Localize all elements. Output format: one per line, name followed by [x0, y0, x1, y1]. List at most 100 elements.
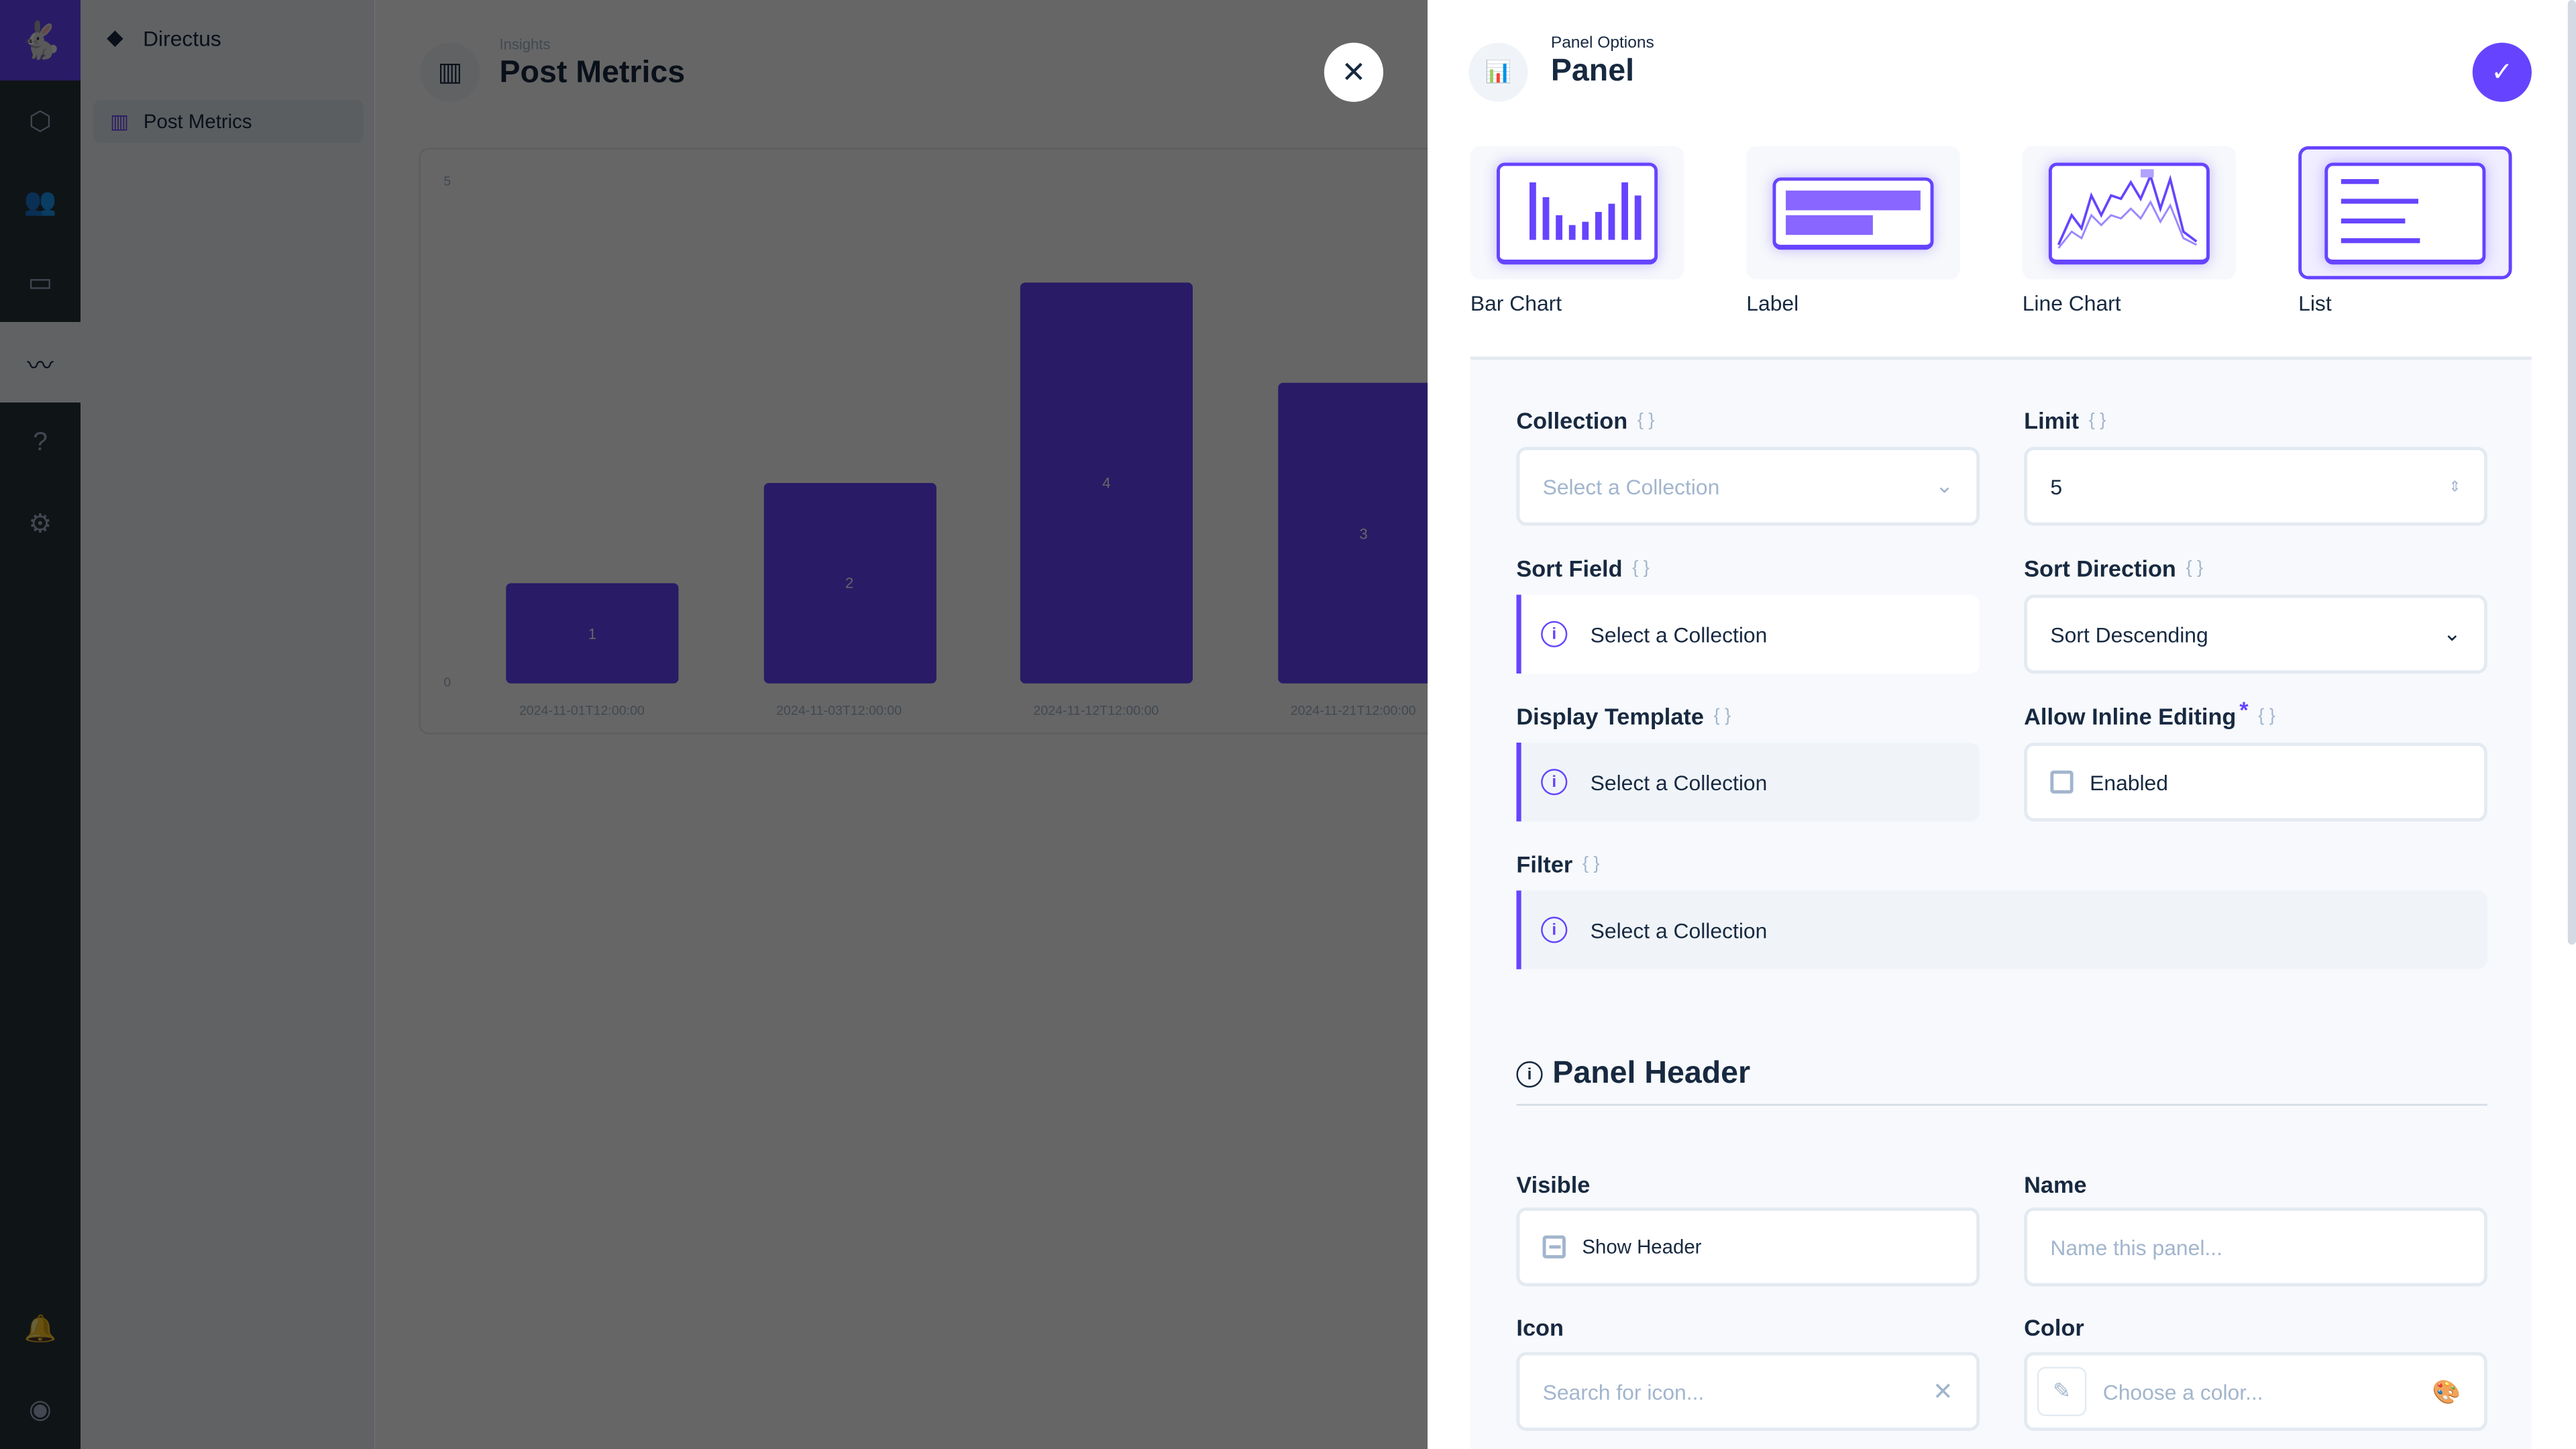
files-icon[interactable]: ▭: [28, 268, 53, 297]
project-name[interactable]: ◆ Directus: [107, 25, 221, 51]
panel-header-section: i Panel Header: [1516, 1057, 1750, 1093]
color-label: Color: [2024, 1314, 2084, 1341]
bar[interactable]: 3: [1277, 382, 1428, 684]
filter-label: Filter{ }: [1516, 851, 1600, 877]
panel-icon: 📊: [1468, 42, 1528, 102]
dashboard-icon: ▥: [420, 42, 480, 102]
illustration-bar: [1529, 182, 1536, 239]
list-illustration: [2324, 162, 2486, 264]
module-bar: 🐇 ⬡ 👥 ▭ 〰 ? ⚙ 🔔 ◉: [0, 0, 81, 1449]
type-label: Line Chart: [2022, 290, 2121, 316]
close-icon: ✕: [1341, 55, 1366, 89]
inline-editing-label: Allow Inline Editing *{ }: [2024, 696, 2275, 730]
chevron-down-icon: ⌄: [2443, 621, 2461, 646]
illustration-bar: [1582, 221, 1589, 239]
help-icon[interactable]: ?: [33, 427, 48, 456]
checkbox-icon: [2050, 770, 2074, 794]
save-button[interactable]: ✓: [2472, 42, 2532, 102]
illustration-bar: [1568, 224, 1576, 239]
type-label: Bar Chart: [1470, 290, 1562, 316]
filter-notice: i Select a Collection: [1516, 890, 2487, 969]
display-template-label: Display Template{ }: [1516, 703, 1731, 730]
close-button[interactable]: ✕: [1324, 42, 1384, 102]
display-template-notice: i Select a Collection: [1516, 742, 1980, 822]
navigation-panel: ◆ Directus ▥ Post Metrics: [80, 0, 375, 1449]
illustration-bar: [1556, 215, 1562, 239]
project-icon: ◆: [107, 24, 123, 50]
bar[interactable]: 4: [1020, 282, 1193, 684]
illustration-bar: [1542, 197, 1550, 239]
nav-item-post-metrics[interactable]: ▥ Post Metrics: [93, 100, 364, 144]
user-profile-icon[interactable]: ◉: [28, 1395, 52, 1424]
page-title: Post Metrics: [499, 56, 686, 91]
type-label: Label: [1746, 290, 1799, 316]
users-icon[interactable]: 👥: [23, 188, 57, 217]
x-tick-label: 2024-11-21T12:00:00: [1290, 703, 1416, 718]
info-icon: i: [1541, 769, 1568, 796]
bar[interactable]: 1: [506, 583, 679, 684]
color-input[interactable]: ✎ Choose a color... 🎨: [2024, 1352, 2487, 1432]
collection-label: Collection{ }: [1516, 407, 1655, 434]
content-icon[interactable]: ⬡: [28, 107, 52, 136]
type-label[interactable]: [1746, 146, 1960, 280]
x-tick-label: 2024-11-03T12:00:00: [776, 703, 902, 718]
illustration-bar: [1595, 212, 1602, 239]
inline-editing-checkbox[interactable]: Enabled: [2024, 742, 2487, 822]
sort-field-label: Sort Field{ }: [1516, 555, 1650, 582]
y-tick-label: 0: [443, 675, 451, 690]
scrollbar[interactable]: [2567, 0, 2576, 945]
insights-icon[interactable]: 〰: [0, 322, 81, 403]
drawer-title: Panel: [1550, 54, 1635, 89]
chevron-down-icon: ⌄: [1935, 473, 1953, 498]
directus-logo[interactable]: 🐇: [0, 0, 81, 81]
dashboard: ▥ Insights Post Metrics 5 0 1 2024-11-01T12…: [374, 0, 1428, 1449]
illustration-bar: [1634, 195, 1642, 239]
eyedropper-icon[interactable]: ✎: [2037, 1366, 2087, 1417]
limit-input[interactable]: 5 ⇕: [2024, 447, 2487, 526]
line-illustration: [2057, 168, 2198, 248]
info-icon: i: [1516, 1061, 1543, 1088]
y-tick-label: 5: [443, 174, 451, 189]
x-tick-label: 2024-11-01T12:00:00: [519, 703, 645, 718]
show-header-checkbox[interactable]: Show Header: [1516, 1208, 1980, 1287]
label-illustration: [1772, 176, 1934, 250]
name-input[interactable]: Name this panel...: [2024, 1208, 2487, 1287]
visible-label: Visible: [1516, 1171, 1591, 1198]
clear-icon[interactable]: ✕: [1933, 1378, 1953, 1407]
modal-overlay[interactable]: 🐇 ⬡ 👥 ▭ 〰 ? ⚙ 🔔 ◉ ◆ Directus ▥ Post Metric…: [0, 0, 1428, 1449]
sort-field-notice: i Select a Collection: [1516, 594, 1980, 674]
breadcrumb[interactable]: Insights: [499, 36, 551, 53]
nav-item-label: Post Metrics: [143, 110, 252, 133]
line-chart-illustration: [2048, 162, 2210, 264]
project-label: Directus: [143, 25, 221, 50]
collection-select[interactable]: Select a Collection ⌄: [1516, 447, 1980, 526]
sort-direction-select[interactable]: Sort Descending ⌄: [2024, 594, 2487, 674]
panel-options-drawer: 📊 Panel Options Panel ✓ Bar Chart Label …: [1428, 0, 2576, 1449]
indeterminate-checkbox-icon: [1542, 1235, 1566, 1258]
x-tick-label: 2024-11-12T12:00:00: [1033, 703, 1159, 718]
name-label: Name: [2024, 1171, 2087, 1198]
type-bar-chart[interactable]: [1470, 146, 1684, 280]
icon-search-input[interactable]: Search for icon... ✕: [1516, 1352, 1980, 1432]
info-icon: i: [1541, 621, 1568, 647]
type-label: List: [2298, 290, 2332, 316]
palette-icon[interactable]: 🎨: [2432, 1377, 2461, 1404]
icon-label: Icon: [1516, 1314, 1564, 1341]
illustration-bar: [1608, 203, 1615, 239]
settings-icon[interactable]: ⚙: [28, 510, 52, 539]
illustration-bar: [1621, 182, 1628, 239]
bar-chart-illustration: [1497, 162, 1658, 264]
sort-direction-label: Sort Direction{ }: [2024, 555, 2204, 582]
info-icon: i: [1541, 916, 1568, 943]
type-line-chart[interactable]: [2022, 146, 2237, 280]
section-divider: [1516, 1104, 2487, 1106]
type-list[interactable]: [2298, 146, 2512, 280]
limit-label: Limit{ }: [2024, 407, 2106, 434]
stepper-icon[interactable]: ⇕: [2449, 477, 2461, 494]
check-icon: ✓: [2491, 59, 2514, 87]
bar-chart-panel: 5 0 1 2024-11-01T12:00:00 2 2024-11-03T12:00:…: [419, 148, 1428, 735]
drawer-subtitle: Panel Options: [1550, 34, 1654, 53]
bar[interactable]: 2: [763, 483, 936, 684]
notifications-icon[interactable]: 🔔: [23, 1315, 57, 1344]
dashboard-icon: ▥: [110, 110, 129, 133]
